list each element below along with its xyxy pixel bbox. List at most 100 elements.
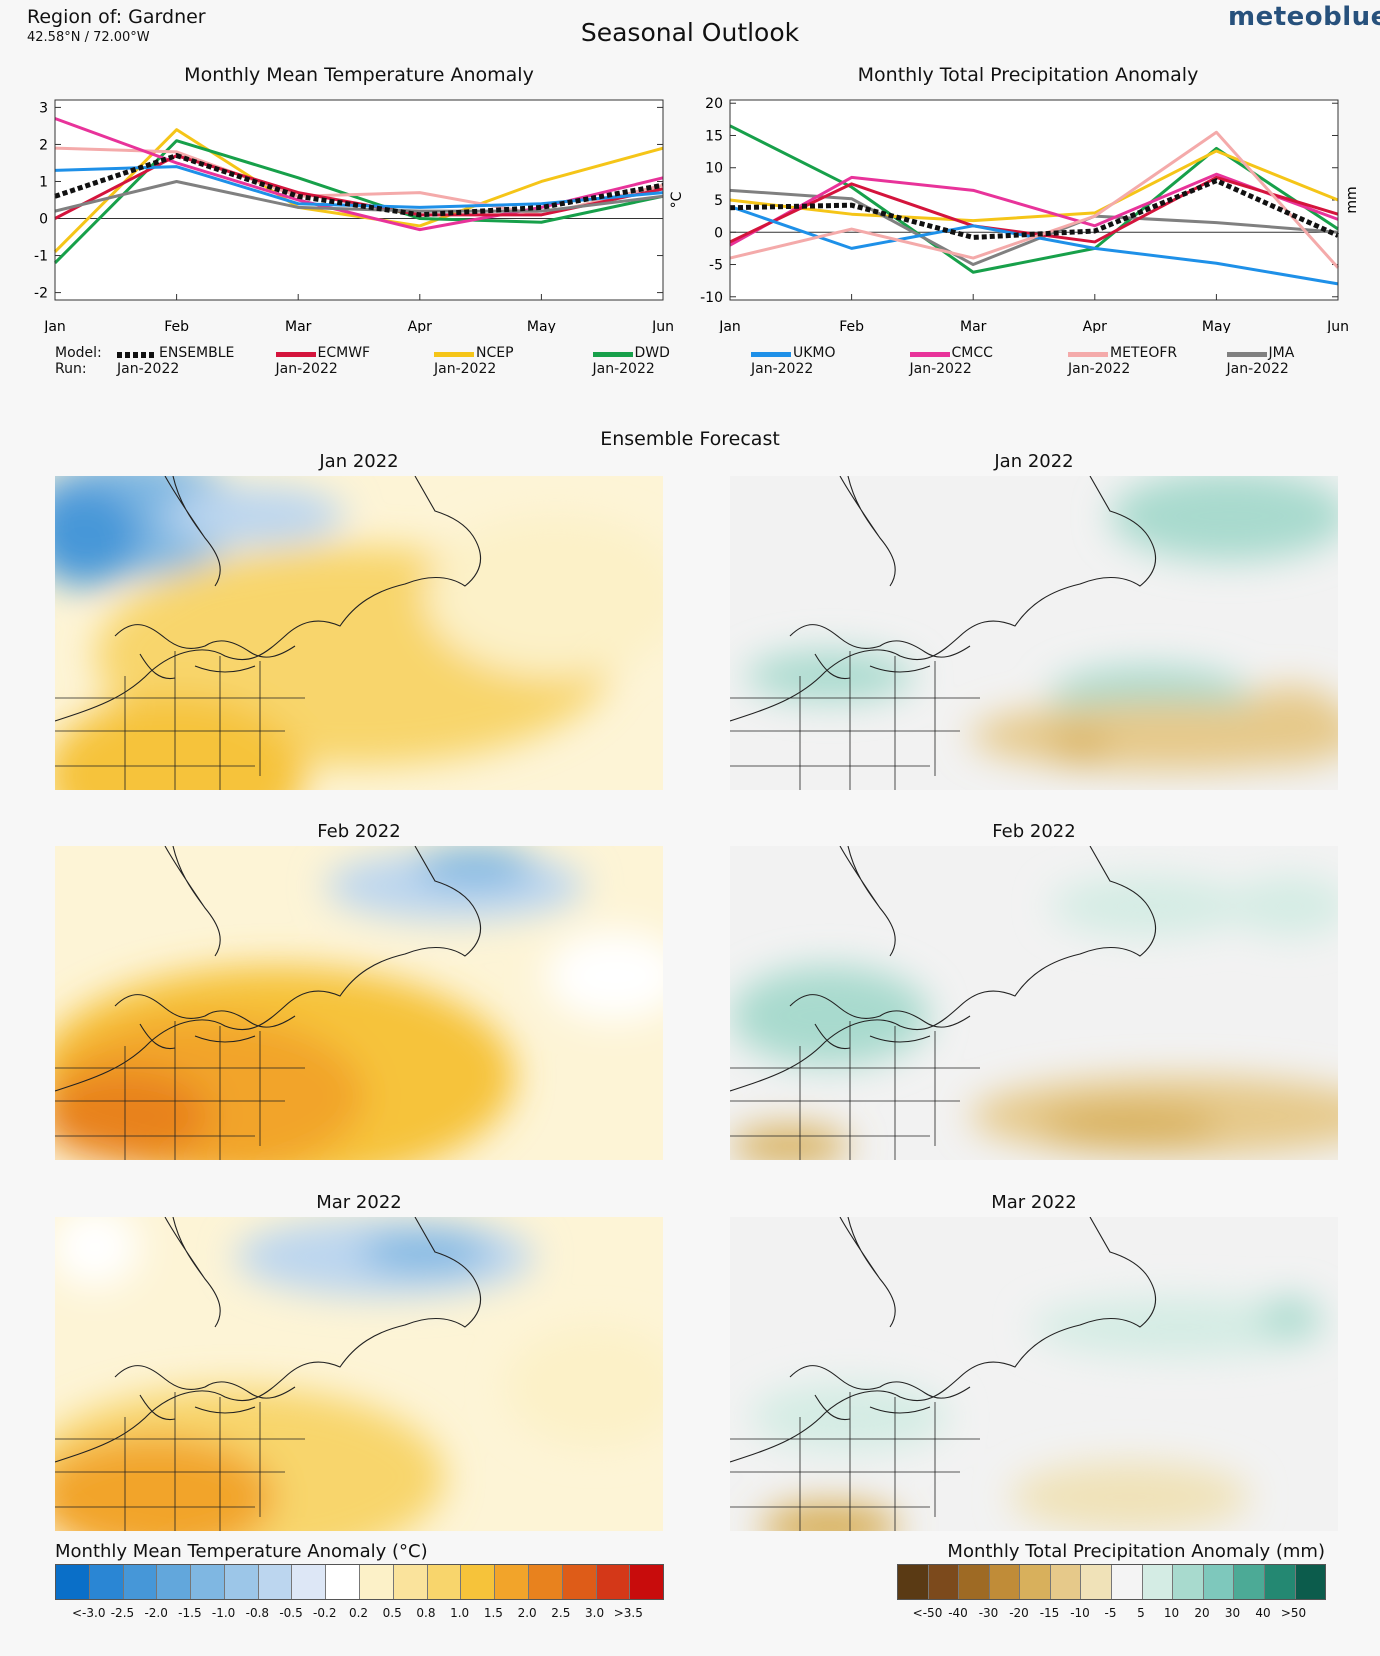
- colorbar-swatch: [898, 1565, 929, 1599]
- legend-swatch: [275, 352, 316, 357]
- anomaly-contour: [55, 696, 305, 790]
- x-tick-label: Mar: [285, 319, 312, 333]
- legend-run-date: Jan-2022: [275, 361, 338, 377]
- colorbar-label: 20: [1194, 1606, 1210, 1620]
- meteoblue-logo: meteoblue: [1228, 2, 1380, 32]
- y-tick-label: 1: [39, 174, 48, 190]
- colorbar-swatch: [461, 1565, 496, 1599]
- temp-chart-title: Monthly Mean Temperature Anomaly: [184, 64, 534, 86]
- anomaly-contour: [1050, 731, 1110, 761]
- y-tick-label: -2: [34, 286, 48, 302]
- precip-colorbar-labels: <-50 -40 -30 -20 -15 -10 -5 5 10 20 30 40 >50: [897, 1606, 1324, 1622]
- anomaly-contour: [730, 966, 930, 1066]
- model-label: Model:: [55, 345, 102, 361]
- colorbar-swatch: [89, 1565, 124, 1599]
- legend-item-ecmwf: ECMWF Jan-2022: [275, 345, 436, 381]
- legend-run-date: Jan-2022: [909, 361, 972, 377]
- legend-item-ncep: NCEP Jan-2022: [434, 345, 594, 381]
- legend-swatch: [434, 352, 474, 357]
- state-borders: [730, 1392, 980, 1531]
- precipitation-anomaly-map: [730, 846, 1338, 1160]
- great-lakes-outline: [114, 1365, 296, 1421]
- colorbar-swatch: [1081, 1565, 1113, 1599]
- anomaly-contour: [1030, 1297, 1330, 1357]
- colorbar-label: -2.0: [144, 1606, 168, 1620]
- series-line-jma: [54, 179, 664, 213]
- x-tick-label: Apr: [408, 319, 432, 333]
- legend-swatch: [117, 352, 157, 358]
- colorbar-swatch: [928, 1565, 960, 1599]
- colorbar-swatch: [157, 1565, 192, 1599]
- legend-model-name: DWD: [634, 345, 670, 361]
- legend-run-date: Jan-2022: [434, 361, 497, 377]
- legend-item-ukmo: UKMO Jan-2022: [751, 345, 911, 381]
- coastline: [55, 1217, 482, 1463]
- colorbar-swatch: [393, 1565, 428, 1599]
- anomaly-contour: [1040, 1106, 1220, 1146]
- legend-item-ensemble: ENSEMBLE Jan-2022: [117, 345, 277, 381]
- legend-run-date: Jan-2022: [1068, 361, 1131, 377]
- colorbar-label: 40: [1255, 1606, 1271, 1620]
- anomaly-contour: [760, 1502, 900, 1531]
- colorbar-label: -15: [1039, 1606, 1060, 1620]
- precip-chart-title: Monthly Total Precipitation Anomaly: [857, 64, 1199, 86]
- colorbar-swatch: [191, 1565, 225, 1599]
- anomaly-contour: [55, 1071, 210, 1160]
- legend-swatch: [1226, 352, 1267, 357]
- great-lakes-outline: [789, 1365, 971, 1421]
- region-name: Region of: Gardner: [27, 6, 206, 28]
- colorbar-label: 2.0: [517, 1606, 537, 1620]
- colorbar-label: 2.5: [551, 1606, 571, 1620]
- anomaly-contour: [1260, 1297, 1320, 1337]
- anomaly-contour: [730, 1126, 850, 1160]
- temp-colorbar: [55, 1564, 664, 1600]
- coastline: [730, 846, 1157, 1092]
- x-tick-label: Mar: [960, 319, 987, 333]
- colorbar-label: <-3.0: [71, 1606, 106, 1620]
- great-lakes-outline: [789, 624, 971, 680]
- colorbar-swatch: [56, 1565, 90, 1599]
- model-legend: Model: Run: ENSEMBLE Jan-2022 ECMWF Jan-202…: [55, 345, 1335, 385]
- series-line-ensemble: [729, 178, 1340, 240]
- y-tick-label: -1: [34, 249, 48, 265]
- colorbar-label: 0.2: [348, 1606, 369, 1620]
- precipitation-anomaly-map: [730, 476, 1338, 790]
- colorbar-label: -30: [978, 1606, 999, 1620]
- colorbar-swatch: [528, 1565, 563, 1599]
- great-lakes-outline: [789, 994, 971, 1050]
- legend-model-name: UKMO: [793, 345, 836, 361]
- hudson-bay-outline: [164, 476, 221, 587]
- colorbar-label: -40: [948, 1606, 968, 1620]
- y-tick-label: 15: [705, 128, 723, 144]
- legend-swatch: [1068, 352, 1108, 357]
- anomaly-contour: [1050, 876, 1250, 936]
- colorbar-swatch: [989, 1565, 1021, 1599]
- colorbar-swatch: [630, 1565, 664, 1599]
- precipitation-anomaly-map: [730, 1217, 1338, 1531]
- colorbar-swatch: [258, 1565, 293, 1599]
- coastline: [55, 476, 482, 722]
- colorbar-label: >50: [1280, 1606, 1307, 1620]
- ensemble-forecast-title: Ensemble Forecast: [600, 428, 780, 450]
- y-tick-label: -10: [700, 290, 723, 306]
- y-axis-label: °C: [669, 191, 685, 208]
- series-line-jma: [729, 188, 1339, 267]
- colorbar-swatch: [1264, 1565, 1296, 1599]
- anomaly-contour: [1230, 876, 1338, 936]
- legend-run-date: Jan-2022: [1226, 361, 1289, 377]
- colorbar-swatch: [1142, 1565, 1174, 1599]
- plot-frame: [54, 99, 664, 301]
- colorbar-swatch: [495, 1565, 529, 1599]
- colorbar-swatch: [326, 1565, 361, 1599]
- anomaly-contour: [1010, 1462, 1250, 1531]
- temperature-anomaly-chart: 3 2 1 0 -1 -2 Jan Feb Mar Apr May Jun °C: [34, 99, 685, 333]
- colorbar-label: 30: [1224, 1606, 1241, 1620]
- temp-map-title: Mar 2022: [316, 1192, 402, 1213]
- x-tick-label: Apr: [1083, 319, 1107, 333]
- colorbar-label: -10: [1070, 1606, 1090, 1620]
- legend-run-date: Jan-2022: [117, 361, 180, 377]
- x-tick-label: May: [1202, 319, 1231, 333]
- legend-swatch: [592, 352, 633, 357]
- x-tick-label: Feb: [164, 319, 189, 333]
- series-line-meteofr: [729, 130, 1340, 269]
